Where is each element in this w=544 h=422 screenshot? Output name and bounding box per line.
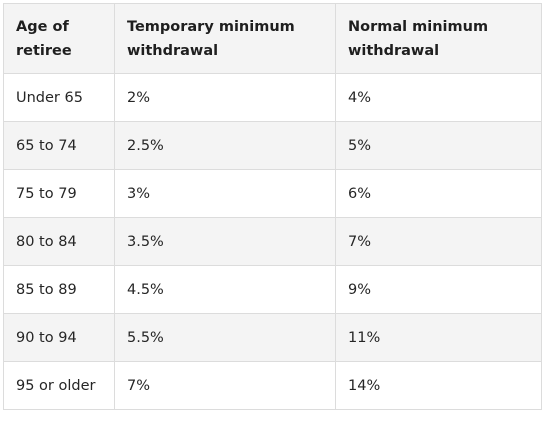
cell-temporary-minimum: 3.5% xyxy=(114,217,336,266)
table-row: Under 65 2% 4% xyxy=(3,73,542,122)
cell-temporary-minimum: 5.5% xyxy=(114,313,336,362)
table-row: 90 to 94 5.5% 11% xyxy=(3,313,542,362)
cell-temporary-minimum: 7% xyxy=(114,361,336,410)
cell-normal-minimum: 5% xyxy=(335,121,542,170)
table-row: 80 to 84 3.5% 7% xyxy=(3,217,542,266)
cell-age: Under 65 xyxy=(3,73,115,122)
header-normal-minimum-withdrawal: Normal minimum withdrawal xyxy=(335,3,542,74)
cell-normal-minimum: 7% xyxy=(335,217,542,266)
cell-age: 85 to 89 xyxy=(3,265,115,314)
cell-age: 90 to 94 xyxy=(3,313,115,362)
table-row: 85 to 89 4.5% 9% xyxy=(3,265,542,314)
cell-normal-minimum: 6% xyxy=(335,169,542,218)
table-header: Age of retiree Temporary minimum withdra… xyxy=(3,3,542,74)
table-row: 75 to 79 3% 6% xyxy=(3,169,542,218)
header-row: Age of retiree Temporary minimum withdra… xyxy=(3,3,542,74)
cell-age: 65 to 74 xyxy=(3,121,115,170)
cell-age: 80 to 84 xyxy=(3,217,115,266)
withdrawal-rates-table: Age of retiree Temporary minimum withdra… xyxy=(3,3,542,410)
cell-age: 95 or older xyxy=(3,361,115,410)
cell-normal-minimum: 14% xyxy=(335,361,542,410)
cell-normal-minimum: 9% xyxy=(335,265,542,314)
header-age-of-retiree: Age of retiree xyxy=(3,3,115,74)
cell-normal-minimum: 11% xyxy=(335,313,542,362)
table-body: Under 65 2% 4% 65 to 74 2.5% 5% 75 to 79… xyxy=(3,73,542,410)
cell-age: 75 to 79 xyxy=(3,169,115,218)
cell-normal-minimum: 4% xyxy=(335,73,542,122)
header-temporary-minimum-withdrawal: Temporary minimum withdrawal xyxy=(114,3,336,74)
table-row: 95 or older 7% 14% xyxy=(3,361,542,410)
table-row: 65 to 74 2.5% 5% xyxy=(3,121,542,170)
cell-temporary-minimum: 2.5% xyxy=(114,121,336,170)
cell-temporary-minimum: 3% xyxy=(114,169,336,218)
cell-temporary-minimum: 2% xyxy=(114,73,336,122)
cell-temporary-minimum: 4.5% xyxy=(114,265,336,314)
